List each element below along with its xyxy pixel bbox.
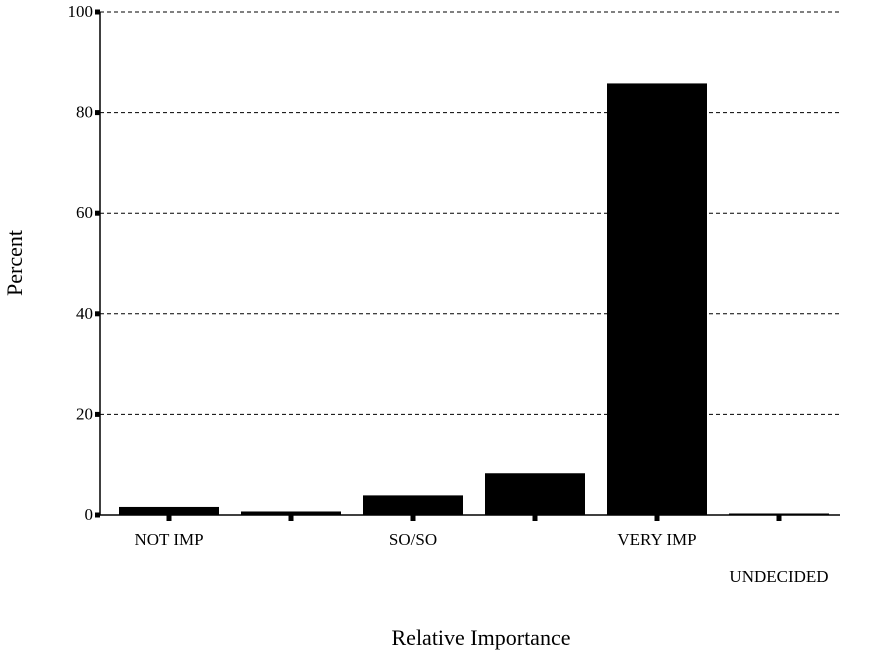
y-tick-label: 0 <box>85 505 94 524</box>
y-tick-label: 80 <box>76 103 93 122</box>
bar <box>241 511 341 515</box>
x-tick-mark <box>410 515 416 521</box>
y-tick-mark <box>95 512 100 518</box>
x-axis-ticks: NOT IMP SO/SO VERY IMP UNDECIDED <box>134 515 829 586</box>
x-tick-label: SO/SO <box>389 530 437 549</box>
x-tick-mark <box>288 515 294 521</box>
bar <box>363 495 463 515</box>
y-tick-label: 40 <box>76 304 93 323</box>
bar <box>119 506 219 515</box>
y-tick-mark <box>95 110 100 116</box>
x-tick-label: NOT IMP <box>134 530 203 549</box>
y-tick-label: 100 <box>68 2 94 21</box>
x-tick-mark <box>166 515 172 521</box>
y-tick-mark <box>95 210 100 216</box>
y-tick-label: 60 <box>76 203 93 222</box>
bar <box>485 473 585 515</box>
x-tick-label: UNDECIDED <box>729 567 828 586</box>
bar <box>729 513 829 515</box>
y-axis-ticks: 0 20 40 60 80 100 <box>68 2 100 524</box>
x-tick-mark <box>654 515 660 521</box>
bar <box>607 83 707 516</box>
y-tick-mark <box>95 411 100 417</box>
y-tick-label: 20 <box>76 404 93 423</box>
x-tick-mark <box>532 515 538 521</box>
x-tick-mark <box>776 515 782 521</box>
x-axis-title: Relative Importance <box>392 625 571 650</box>
y-tick-mark <box>95 9 100 15</box>
y-tick-mark <box>95 311 100 317</box>
axes <box>99 12 840 516</box>
gridlines <box>100 11 840 415</box>
x-tick-label: VERY IMP <box>617 530 696 549</box>
bars <box>119 83 829 516</box>
y-axis-title: Percent <box>2 230 27 296</box>
